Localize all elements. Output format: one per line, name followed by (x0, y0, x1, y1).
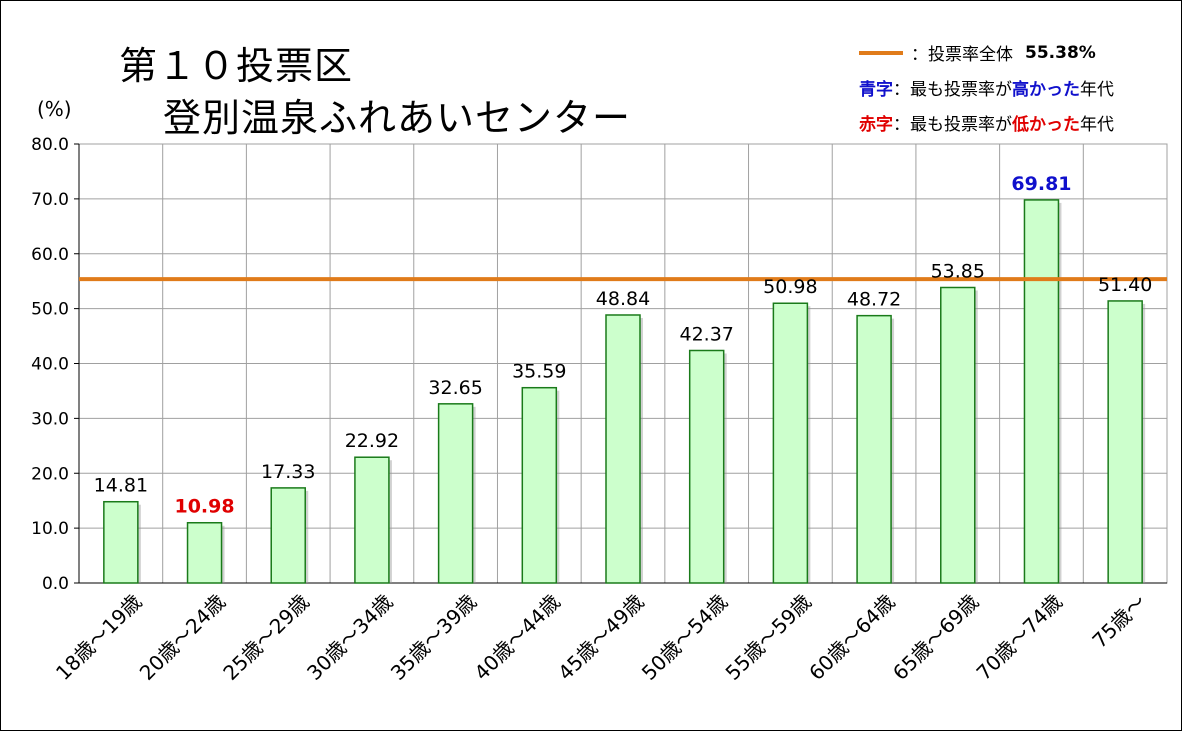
chart-title-line1: 第１０投票区 (119, 44, 354, 88)
reference-line-swatch (859, 50, 903, 55)
data-label: 48.72 (847, 289, 901, 311)
data-label: 17.33 (261, 461, 315, 483)
legend-red-pre: ：最も投票率が (893, 115, 1012, 135)
data-label: 32.65 (428, 377, 482, 399)
x-tick-label: 55歳～59歳 (721, 590, 816, 685)
y-tick-layer: 0.0 10.0 20.0 30.0 40.0 50.0 60.0 70.0 80.0 (31, 135, 79, 594)
y-tick-label: 20.0 (31, 464, 69, 484)
legend-red-post: 年代 (1080, 115, 1114, 135)
y-tick-label: 50.0 (31, 300, 69, 320)
data-label: 53.85 (931, 260, 985, 282)
x-tick-label: 60歳～64歳 (804, 590, 899, 685)
x-tick-label: 30歳～34歳 (302, 590, 397, 685)
legend-blue-key: 青字 (859, 80, 893, 100)
legend-lowest-row: 赤字 ：最も投票率が 低かった 年代 (859, 105, 1114, 140)
bar-70歳～74歳 (1023, 199, 1060, 584)
data-label: 69.81 (1011, 173, 1071, 195)
chart-title-line2: 登別温泉ふれあいセンター (163, 96, 632, 140)
x-tick-label: 25歳～29歳 (218, 590, 313, 685)
bar-40歳～44歳 (521, 386, 558, 584)
bar-75歳～ (1107, 300, 1143, 584)
legend: ：投票率全体 55.38% 青字 ：最も投票率が 高かった 年代 赤字 ：最も投… (859, 35, 1114, 140)
data-label: 48.84 (596, 288, 650, 310)
bar-30歳～34歳 (354, 456, 390, 584)
x-tick-label: 18歳～19歳 (51, 590, 146, 685)
x-tick-label: 20歳～24歳 (135, 590, 230, 685)
x-tick-label: 40歳～44歳 (469, 590, 564, 685)
data-label: 42.37 (679, 323, 733, 345)
legend-blue-word: 高かった (1012, 80, 1080, 100)
legend-red-word: 低かった (1012, 115, 1080, 135)
x-tick-label: 45歳～49歳 (553, 590, 648, 685)
data-label: 51.40 (1098, 274, 1152, 296)
y-tick-label: 30.0 (31, 409, 69, 429)
y-tick-label: 40.0 (31, 355, 69, 375)
bar-25歳～29歳 (270, 487, 306, 584)
x-tick-label: 65歳～69歳 (888, 590, 983, 685)
bar-35歳～39歳 (437, 403, 474, 584)
x-tick-label: 50歳～54歳 (637, 590, 732, 685)
bar-45歳～49歳 (605, 314, 641, 584)
legend-overall-value: 55.38% (1025, 42, 1096, 63)
y-tick-label: 60.0 (31, 245, 69, 265)
legend-overall-label: ：投票率全体 (911, 45, 1013, 65)
data-label: 35.59 (512, 361, 566, 383)
bar-60歳～64歳 (856, 314, 892, 584)
y-tick-label: 10.0 (31, 519, 69, 539)
bar-layer (103, 199, 1146, 584)
bar-55歳～59歳 (772, 302, 809, 584)
y-tick-label: 0.0 (42, 574, 69, 594)
legend-blue-pre: ：最も投票率が (893, 80, 1012, 100)
legend-red-key: 赤字 (859, 115, 893, 135)
legend-blue-post: 年代 (1080, 80, 1114, 100)
data-label: 10.98 (174, 496, 234, 518)
legend-overall-row: ：投票率全体 55.38% (859, 35, 1114, 70)
bar-50歳～54歳 (688, 349, 725, 584)
bar-18歳～19歳 (103, 500, 139, 584)
y-axis-unit-label: (%) (37, 97, 72, 121)
x-tick-label: 70歳～74歳 (972, 590, 1067, 685)
legend-highest-row: 青字 ：最も投票率が 高かった 年代 (859, 70, 1114, 105)
x-tick-label: 35歳～39歳 (386, 590, 481, 685)
data-label: 50.98 (763, 276, 817, 298)
value-label-layer: 14.81 10.98 17.33 22.92 32.65 35.59 48.84 42.37… (94, 173, 1153, 518)
y-tick-label: 70.0 (31, 190, 69, 210)
data-label: 14.81 (94, 475, 148, 497)
bar-65歳～69歳 (940, 286, 976, 584)
data-label: 22.92 (345, 430, 399, 452)
bar-20歳～24歳 (186, 521, 223, 584)
x-tick-layer: 18歳～19歳20歳～24歳25歳～29歳30歳～34歳35歳～39歳40歳～4… (51, 590, 1151, 685)
x-tick-label: 75歳～ (1087, 590, 1150, 653)
y-tick-label: 80.0 (31, 135, 69, 155)
